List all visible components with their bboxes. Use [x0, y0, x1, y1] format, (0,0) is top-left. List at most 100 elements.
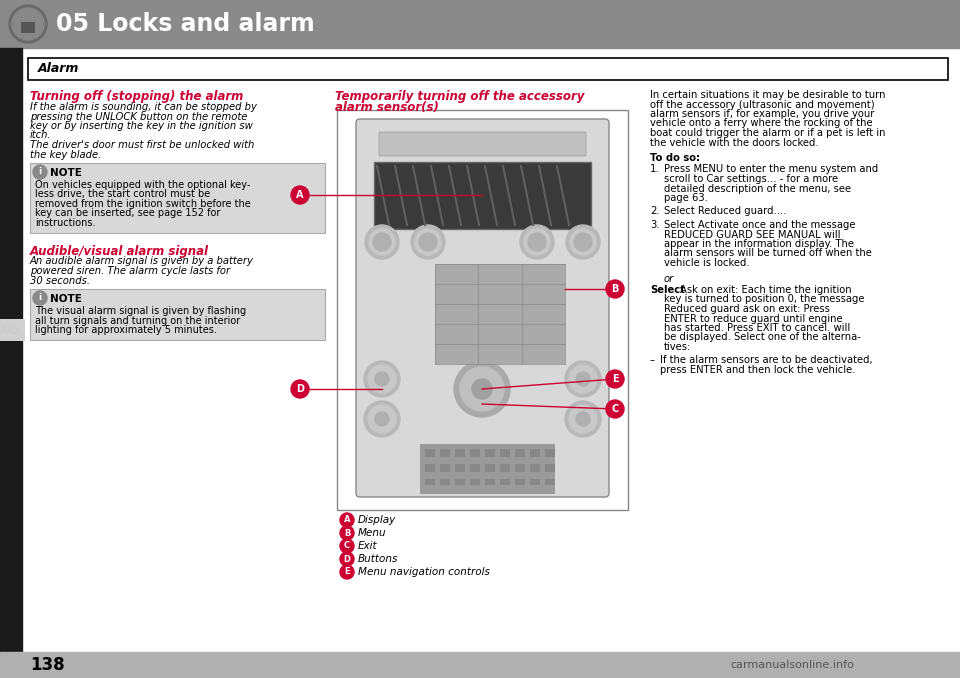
Bar: [30, 289, 325, 340]
Circle shape: [419, 233, 437, 251]
Bar: [485, 479, 495, 485]
Text: C: C: [612, 404, 618, 414]
Bar: [545, 479, 555, 485]
Text: Reduced guard ask on exit: Press: Reduced guard ask on exit: Press: [664, 304, 829, 314]
Text: B: B: [612, 284, 618, 294]
Bar: [337, 110, 628, 510]
Circle shape: [576, 412, 590, 426]
Text: 05: 05: [1, 323, 21, 337]
Text: appear in the information display. The: appear in the information display. The: [664, 239, 854, 249]
Text: NOTE: NOTE: [50, 168, 82, 178]
Text: E: E: [612, 374, 618, 384]
Text: 2.: 2.: [650, 207, 660, 216]
Text: ENTER to reduce guard until engine: ENTER to reduce guard until engine: [664, 313, 843, 323]
Text: If the alarm is sounding, it can be stopped by: If the alarm is sounding, it can be stop…: [30, 102, 257, 112]
Bar: [425, 449, 435, 457]
Text: 1.: 1.: [650, 165, 660, 174]
Text: 138: 138: [30, 656, 64, 674]
Bar: [425, 479, 435, 485]
Circle shape: [454, 361, 510, 417]
Circle shape: [528, 233, 546, 251]
Text: the vehicle with the doors locked.: the vehicle with the doors locked.: [650, 138, 819, 148]
Circle shape: [373, 233, 391, 251]
Text: Turning off (stopping) the alarm: Turning off (stopping) the alarm: [30, 90, 244, 103]
Text: Press MENU to enter the menu system and: Press MENU to enter the menu system and: [664, 165, 878, 174]
Circle shape: [9, 5, 47, 43]
Circle shape: [33, 291, 47, 305]
Bar: [470, 449, 480, 457]
Circle shape: [415, 229, 441, 255]
Text: An audible alarm signal is given by a battery: An audible alarm signal is given by a ba…: [30, 256, 253, 266]
Text: lighting for approximately 5 minutes.: lighting for approximately 5 minutes.: [35, 325, 217, 335]
Bar: [545, 464, 555, 472]
Text: D: D: [296, 384, 304, 394]
Circle shape: [606, 400, 624, 418]
Text: all turn signals and turning on the interior: all turn signals and turning on the inte…: [35, 315, 240, 325]
Bar: [21, 22, 35, 33]
Circle shape: [340, 565, 354, 579]
Text: key or by inserting the key in the ignition sw: key or by inserting the key in the ignit…: [30, 121, 252, 131]
Text: pressing the UNLOCK button on the remote: pressing the UNLOCK button on the remote: [30, 111, 248, 121]
Circle shape: [369, 229, 395, 255]
Bar: [485, 449, 495, 457]
Text: On vehicles equipped with the optional key-: On vehicles equipped with the optional k…: [35, 180, 251, 190]
Bar: [30, 163, 325, 233]
Text: i: i: [38, 167, 41, 176]
Text: The driver's door must first be unlocked with: The driver's door must first be unlocked…: [30, 140, 254, 150]
Text: A: A: [297, 190, 303, 200]
Circle shape: [340, 513, 354, 527]
Bar: [530, 449, 540, 457]
Bar: [515, 464, 525, 472]
Text: alarm sensor(s): alarm sensor(s): [335, 101, 439, 114]
Text: powered siren. The alarm cycle lasts for: powered siren. The alarm cycle lasts for: [30, 266, 230, 276]
Text: the key blade.: the key blade.: [30, 150, 101, 159]
Text: i: i: [38, 294, 41, 302]
Text: vehicle onto a ferry where the rocking of the: vehicle onto a ferry where the rocking o…: [650, 119, 873, 129]
Circle shape: [574, 233, 592, 251]
Text: instructions.: instructions.: [35, 218, 95, 228]
Bar: [500, 479, 510, 485]
Circle shape: [368, 365, 396, 393]
Circle shape: [12, 8, 44, 40]
Bar: [515, 449, 525, 457]
Text: –: –: [650, 355, 655, 365]
Bar: [0, 48, 22, 652]
Text: In certain situations it may be desirable to turn: In certain situations it may be desirabl…: [650, 90, 885, 100]
Text: 05 Locks and alarm: 05 Locks and alarm: [56, 12, 315, 36]
Text: Select Reduced guard....: Select Reduced guard....: [664, 207, 786, 216]
Circle shape: [606, 280, 624, 298]
Bar: [0, 652, 960, 678]
Text: less drive, the start control must be: less drive, the start control must be: [35, 189, 210, 199]
FancyBboxPatch shape: [374, 162, 591, 229]
Text: A: A: [344, 515, 350, 525]
Circle shape: [576, 372, 590, 386]
Bar: [485, 464, 495, 472]
Circle shape: [365, 225, 399, 259]
Text: Alarm: Alarm: [38, 62, 80, 75]
Circle shape: [569, 405, 597, 433]
Bar: [455, 449, 465, 457]
Bar: [440, 449, 450, 457]
Bar: [545, 449, 555, 457]
Text: B: B: [344, 528, 350, 538]
Text: itch.: itch.: [30, 130, 52, 140]
Circle shape: [520, 225, 554, 259]
Bar: [28, 58, 948, 80]
Circle shape: [364, 401, 400, 437]
Circle shape: [33, 165, 47, 179]
Text: Menu: Menu: [358, 528, 387, 538]
Text: 3.: 3.: [650, 220, 660, 230]
Circle shape: [364, 361, 400, 397]
Text: boat could trigger the alarm or if a pet is left in: boat could trigger the alarm or if a pet…: [650, 128, 885, 138]
FancyBboxPatch shape: [379, 132, 586, 156]
Circle shape: [570, 229, 596, 255]
Circle shape: [368, 405, 396, 433]
Bar: [420, 444, 555, 494]
Text: tives:: tives:: [664, 342, 691, 352]
Text: off the accessory (ultrasonic and movement): off the accessory (ultrasonic and moveme…: [650, 100, 875, 110]
Text: 30 seconds.: 30 seconds.: [30, 275, 90, 285]
Text: has started. Press EXIT to cancel. will: has started. Press EXIT to cancel. will: [664, 323, 851, 333]
Circle shape: [460, 367, 504, 411]
Text: vehicle is locked.: vehicle is locked.: [664, 258, 750, 268]
Circle shape: [340, 539, 354, 553]
